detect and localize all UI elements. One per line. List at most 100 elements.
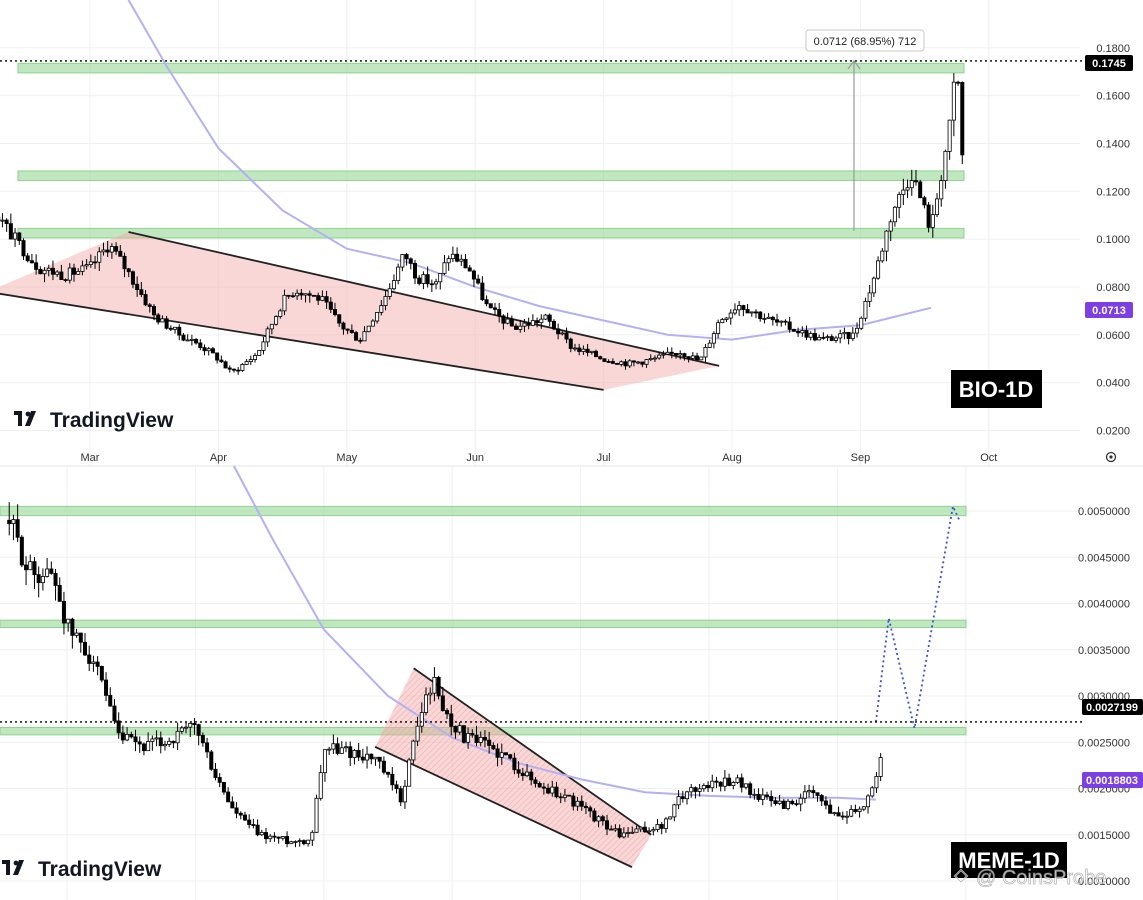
candle-body bbox=[440, 695, 445, 711]
candle-body bbox=[605, 820, 610, 830]
candle-body bbox=[210, 348, 215, 354]
candle-body bbox=[913, 180, 918, 183]
candle-body bbox=[870, 787, 875, 797]
candle-body bbox=[412, 262, 417, 279]
candle-body bbox=[756, 793, 761, 800]
candle-body bbox=[668, 816, 673, 820]
candle-body bbox=[327, 748, 332, 751]
candle-body bbox=[282, 294, 287, 312]
candle-body bbox=[32, 561, 37, 576]
candle-body bbox=[28, 561, 33, 571]
candle-body bbox=[34, 262, 39, 270]
candle-body bbox=[823, 800, 828, 806]
candle-body bbox=[285, 836, 290, 845]
y-tick-label: 0.0600 bbox=[1096, 330, 1130, 342]
candle-body bbox=[773, 800, 778, 804]
bio-resistance-zones bbox=[17, 62, 965, 239]
candle-body bbox=[173, 326, 178, 330]
settings-gear-icon[interactable] bbox=[1105, 451, 1117, 463]
candle-body bbox=[91, 661, 96, 664]
candle-body bbox=[387, 288, 392, 297]
candle-body bbox=[901, 189, 906, 195]
x-tick-label: Apr bbox=[210, 452, 227, 464]
candle-body bbox=[114, 246, 119, 252]
candle-body bbox=[360, 756, 365, 761]
candle-body bbox=[541, 786, 546, 789]
candle-body bbox=[194, 339, 199, 344]
candle-body bbox=[185, 339, 190, 342]
candle-body bbox=[770, 316, 775, 321]
candle-body bbox=[66, 618, 71, 624]
candle-body bbox=[339, 747, 344, 754]
y-tick-label: 0.1600 bbox=[1096, 91, 1130, 103]
candle-body bbox=[402, 785, 407, 803]
candle-body bbox=[49, 568, 54, 574]
candle-body bbox=[370, 320, 375, 327]
bio-price-badge-text: 0.1745 bbox=[1092, 58, 1126, 70]
wedge-upper-line bbox=[128, 231, 720, 367]
candle-body bbox=[487, 739, 492, 746]
candle-body bbox=[154, 737, 159, 740]
candle-body bbox=[50, 267, 55, 275]
candle-body bbox=[125, 734, 130, 741]
candle-body bbox=[221, 781, 226, 793]
candle-body bbox=[8, 223, 13, 240]
candle-body bbox=[200, 734, 205, 744]
candle-body bbox=[293, 841, 298, 843]
candle-body bbox=[457, 725, 462, 733]
candle-body bbox=[234, 807, 239, 814]
candle-body bbox=[571, 795, 576, 807]
candle-body bbox=[76, 270, 81, 275]
candle-body bbox=[876, 260, 881, 279]
candle-body bbox=[240, 364, 245, 371]
candle-body bbox=[866, 795, 871, 808]
candle-body bbox=[189, 339, 194, 341]
candle-body bbox=[122, 255, 127, 270]
candle-body bbox=[648, 358, 653, 361]
candle-body bbox=[701, 785, 706, 790]
candle-body bbox=[333, 308, 338, 316]
candle-body bbox=[226, 791, 231, 803]
candle-body bbox=[297, 840, 302, 842]
candle-body bbox=[647, 830, 652, 833]
candle-body bbox=[737, 305, 742, 311]
candle-body bbox=[97, 251, 102, 263]
candle-body bbox=[476, 278, 481, 284]
y-tick-label: 0.0035000 bbox=[1078, 645, 1130, 657]
candle-body bbox=[943, 150, 948, 182]
y-tick-label: 0.0200 bbox=[1096, 426, 1130, 438]
candle-body bbox=[661, 353, 666, 356]
candle-body bbox=[514, 325, 519, 330]
candle-body bbox=[562, 794, 567, 798]
meme-price-axis: 0.0050000 0.0045000 0.0040000 0.0035000 0.00… bbox=[1078, 506, 1130, 888]
candle-body bbox=[213, 768, 218, 778]
candle-body bbox=[290, 295, 295, 298]
moving-average-line bbox=[127, 0, 932, 341]
candle-body bbox=[171, 740, 176, 744]
candle-body bbox=[743, 783, 748, 788]
candle-body bbox=[659, 824, 664, 829]
candle-body bbox=[631, 360, 636, 363]
candle-body bbox=[623, 361, 628, 367]
candle-body bbox=[259, 832, 264, 836]
candle-body bbox=[274, 316, 279, 325]
candle-body bbox=[703, 347, 708, 358]
candle-body bbox=[84, 264, 89, 267]
candle-body bbox=[38, 268, 43, 275]
candle-body bbox=[732, 309, 737, 314]
candle-body bbox=[467, 267, 472, 272]
candle-body bbox=[373, 756, 378, 760]
y-tick-label: 0.0010000 bbox=[1078, 876, 1130, 888]
candle-body bbox=[311, 294, 316, 297]
candle-body bbox=[777, 800, 782, 804]
candle-body bbox=[425, 274, 430, 285]
candle-body bbox=[880, 250, 885, 262]
x-tick-label: May bbox=[336, 452, 357, 464]
bio-tradingview-watermark: TradingView bbox=[14, 409, 174, 432]
candle-body bbox=[21, 240, 26, 257]
candle-body bbox=[617, 828, 622, 838]
candle-body bbox=[484, 299, 489, 305]
candle-body bbox=[184, 726, 189, 729]
candle-body bbox=[429, 283, 434, 286]
candle-body bbox=[238, 812, 243, 816]
